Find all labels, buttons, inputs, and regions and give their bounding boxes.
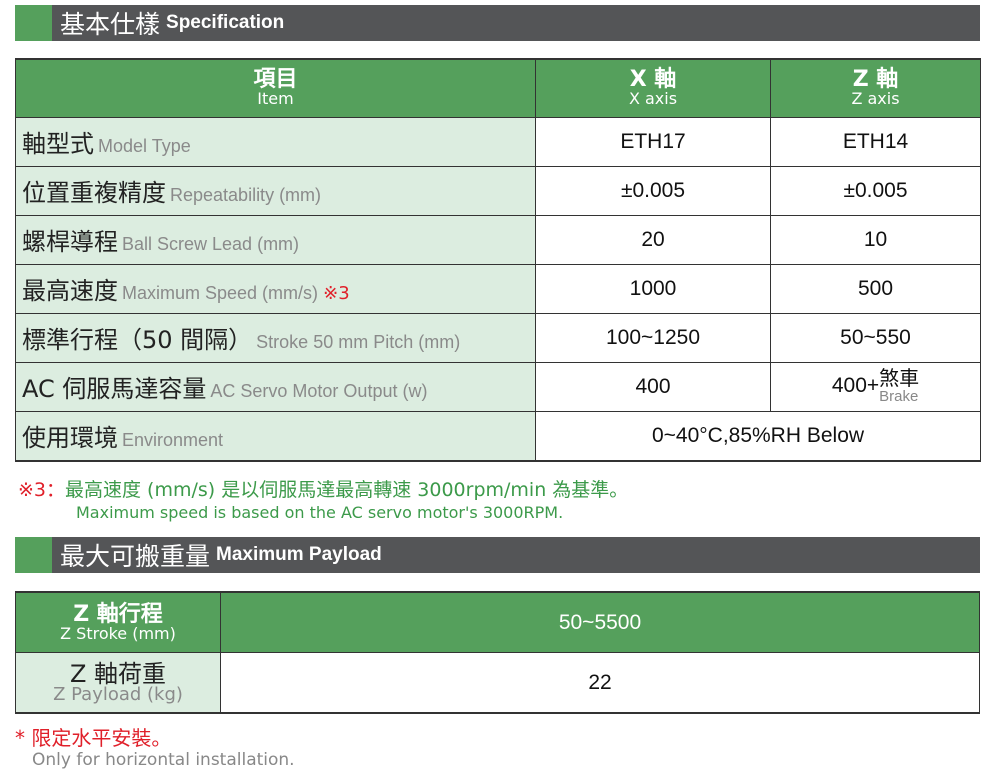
x-value: 20 (535, 214, 771, 265)
table-row: 位置重複精度 Repeatability (mm) ±0.005 ±0.005 (15, 165, 981, 216)
x-value: 1000 (535, 263, 771, 314)
payload-section-header: 最大可搬重量 Maximum Payload (15, 537, 980, 573)
table-row: 軸型式 Model Type ETH17 ETH14 (15, 116, 981, 167)
table-row: 螺桿導程 Ball Screw Lead (mm) 20 10 (15, 214, 981, 265)
payload-value: 22 (220, 652, 980, 714)
x-value: ETH17 (535, 116, 771, 167)
section-accent (15, 537, 52, 573)
footnote-ref: ※3 (323, 283, 350, 304)
z-value: ±0.005 (770, 165, 981, 216)
z-value: 50~550 (770, 312, 981, 363)
z-value: 400+ 煞車 Brake (770, 361, 981, 412)
table-row: 標準行程（50 間隔） Stroke 50 mm Pitch (mm) 100~12… (15, 312, 981, 363)
x-value: 100~1250 (535, 312, 771, 363)
section-title-en: Specification (166, 12, 285, 33)
payload-table: Z 軸行程 Z Stroke (mm) 50~5500 Z 軸荷重 Z Payload… (15, 591, 980, 714)
stroke-row: Z 軸行程 Z Stroke (mm) 50~5500 (15, 591, 980, 653)
z-value: 500 (770, 263, 981, 314)
section-accent (15, 5, 52, 41)
z-value: ETH14 (770, 116, 981, 167)
spec-section-header: 基本仕樣 Specification (15, 5, 980, 41)
table-row: 最高速度 Maximum Speed (mm/s) ※3 1000 500 (15, 263, 981, 314)
table-row: AC 伺服馬達容量 AC Servo Motor Output (w) 400 400… (15, 361, 981, 412)
stroke-value: 50~5500 (220, 591, 980, 653)
header-item: 項目 Item (15, 58, 536, 118)
table-row: 使用環境 Environment 0~40°C,85%RH Below (15, 410, 981, 461)
payload-row: Z 軸荷重 Z Payload (kg) 22 (15, 652, 980, 714)
footnote-en: Maximum speed is based on the AC servo m… (76, 503, 564, 522)
z-value: 10 (770, 214, 981, 265)
section-title-en: Maximum Payload (216, 544, 382, 565)
footnote: ※3：最高速度 (mm/s) 是以伺服馬達最高轉速 3000rpm/min 為基… (18, 479, 629, 501)
payload-note: * 限定水平安裝。 (15, 726, 172, 750)
section-title-zh: 最大可搬重量 (60, 542, 211, 571)
payload-note-en: Only for horizontal installation. (32, 750, 295, 770)
xz-value: 0~40°C,85%RH Below (535, 410, 981, 461)
section-title-zh: 基本仕樣 (60, 10, 161, 39)
x-value: 400 (535, 361, 771, 412)
x-value: ±0.005 (535, 165, 771, 216)
